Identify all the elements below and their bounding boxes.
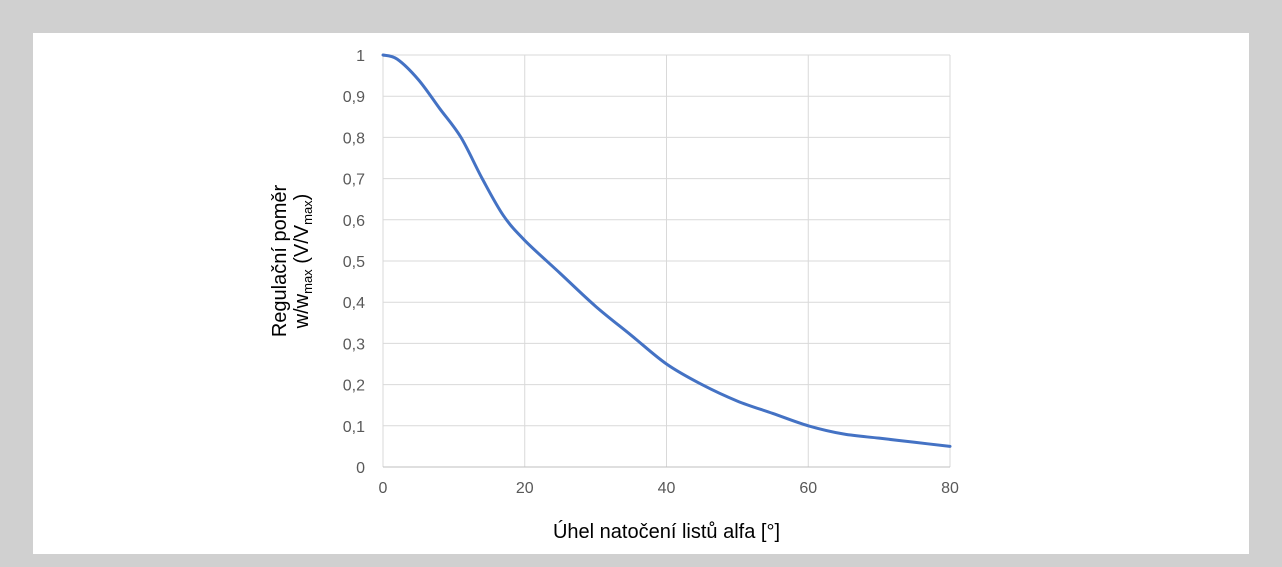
y-tick-label: 0,3 bbox=[343, 336, 365, 353]
chart-area: 0 0,1 0,2 0,3 0,4 0,5 0,6 0,7 0,8 0,9 1 0 20 40 60 80 … bbox=[33, 33, 1249, 554]
y-title-part-w: w/w bbox=[291, 293, 313, 329]
y-title-sub-max-1: max bbox=[300, 269, 315, 294]
x-tick-label: 0 bbox=[379, 480, 388, 497]
x-tick-label: 20 bbox=[516, 480, 534, 497]
series-layer bbox=[381, 53, 952, 448]
y-title-part-close: ) bbox=[291, 194, 313, 201]
y-title-part-v: (V/V bbox=[291, 224, 313, 269]
y-axis-title: Regulační poměr w/wmax (V/Vmax) bbox=[269, 185, 315, 338]
y-tick-label: 0,5 bbox=[343, 254, 365, 271]
y-tick-label: 0,9 bbox=[343, 89, 365, 106]
y-tick-label: 0 bbox=[356, 460, 365, 477]
x-tick-label: 40 bbox=[658, 480, 676, 497]
y-axis-tick-labels: 0 0,1 0,2 0,3 0,4 0,5 0,6 0,7 0,8 0,9 1 bbox=[343, 48, 365, 477]
y-tick-label: 1 bbox=[356, 48, 365, 65]
x-axis-title: Úhel natočení listů alfa [°] bbox=[553, 520, 780, 543]
x-axis-tick-labels: 0 20 40 60 80 bbox=[379, 480, 959, 497]
y-tick-label: 0,8 bbox=[343, 130, 365, 147]
y-tick-label: 0,6 bbox=[343, 213, 365, 230]
y-tick-label: 0,4 bbox=[343, 295, 365, 312]
y-tick-label: 0,2 bbox=[343, 378, 365, 395]
y-axis-title-line1: Regulační poměr bbox=[269, 185, 291, 338]
x-tick-label: 80 bbox=[941, 480, 959, 497]
x-tick-label: 60 bbox=[799, 480, 817, 497]
y-title-sub-max-2: max bbox=[300, 200, 315, 225]
series-line bbox=[381, 53, 952, 448]
y-axis-title-line2: w/wmax (V/Vmax) bbox=[291, 194, 315, 330]
y-tick-label: 0,1 bbox=[343, 419, 365, 436]
line-chart: 00,10,20,30,40,50,60,70,80,91 0 20 40 60 80 … bbox=[269, 48, 959, 543]
y-tick-label: 0,7 bbox=[343, 172, 365, 189]
